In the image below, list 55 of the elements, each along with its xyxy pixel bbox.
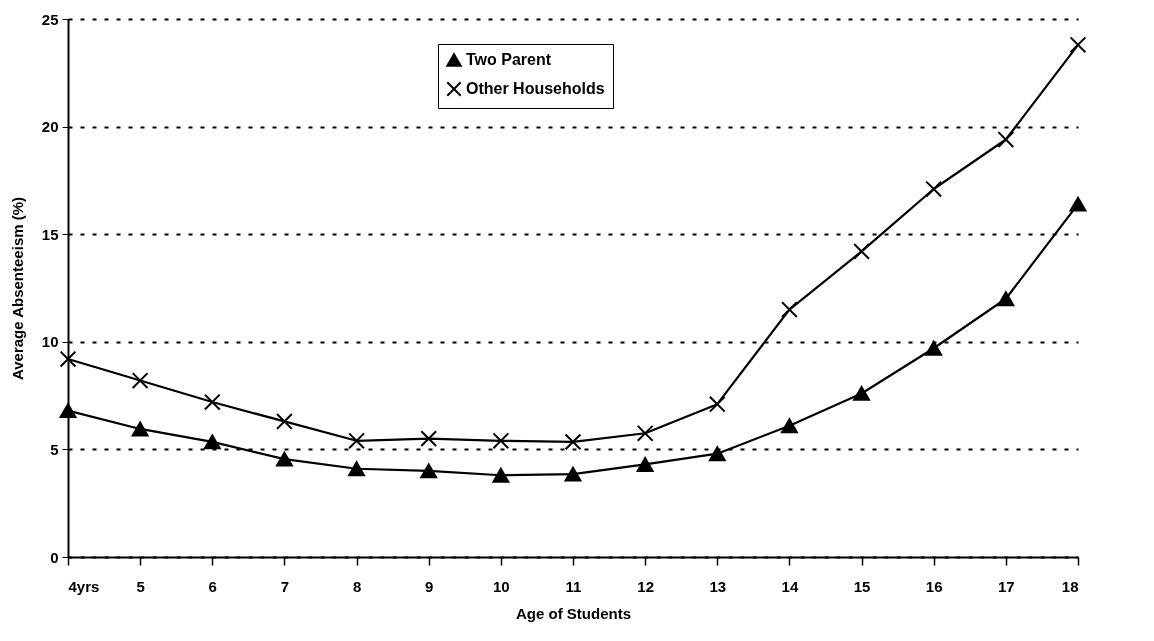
point: [131, 421, 149, 437]
x-tick-label: 15: [853, 577, 871, 595]
legend-label: Other Households: [466, 80, 605, 97]
legend-label: Two Parent: [466, 51, 552, 68]
y-tick-label: 0: [50, 548, 59, 566]
point: [203, 393, 221, 411]
x-tick-label: 9: [425, 577, 434, 595]
point: [276, 451, 293, 467]
point: [131, 372, 149, 389]
y-tick-label: 25: [41, 10, 59, 28]
point: [348, 432, 365, 450]
x-tick-label: 16: [925, 577, 943, 595]
point: [853, 386, 870, 401]
x-tick-label: 17: [998, 577, 1015, 595]
point: [636, 457, 654, 472]
point: [492, 432, 510, 450]
point: [492, 467, 510, 483]
x-tick-label: 7: [280, 577, 290, 595]
point: [636, 424, 654, 442]
y-tick-label: 15: [41, 225, 59, 243]
point: [997, 291, 1015, 307]
point: [564, 433, 582, 451]
y-tick-label: 20: [41, 118, 59, 136]
x-tick-label: 18: [1061, 577, 1079, 595]
point: [853, 243, 870, 260]
point: [708, 395, 726, 413]
x-axis-title: Age of Students: [516, 604, 631, 622]
point: [59, 350, 77, 368]
point: [1069, 36, 1087, 54]
x-tick-label: 8: [352, 577, 362, 595]
x-tick-label: 6: [208, 577, 217, 595]
x-tick-label: 5: [136, 577, 145, 595]
point: [781, 301, 798, 318]
y-axis-title: Average Absenteeism (%): [8, 196, 26, 381]
y-tick-label: 5: [50, 440, 59, 458]
point: [781, 418, 798, 434]
point: [564, 466, 582, 482]
x-tick-label: 14: [781, 577, 799, 595]
point: [420, 463, 438, 479]
x-tick-label: 12: [637, 577, 654, 595]
point: [59, 403, 77, 419]
point: [925, 340, 943, 356]
y-tick-label: 10: [41, 333, 59, 351]
point: [708, 446, 726, 462]
x-tick-label: 11: [565, 577, 582, 595]
point: [925, 180, 943, 198]
point: [203, 434, 221, 450]
point: [997, 131, 1015, 148]
point: [1069, 196, 1087, 212]
point: [420, 430, 438, 448]
x-tick-label: 4yrs: [68, 577, 100, 595]
point: [348, 461, 365, 477]
x-tick-label: 13: [709, 577, 727, 595]
x-tick-label: 10: [493, 577, 510, 595]
point: [276, 413, 293, 430]
